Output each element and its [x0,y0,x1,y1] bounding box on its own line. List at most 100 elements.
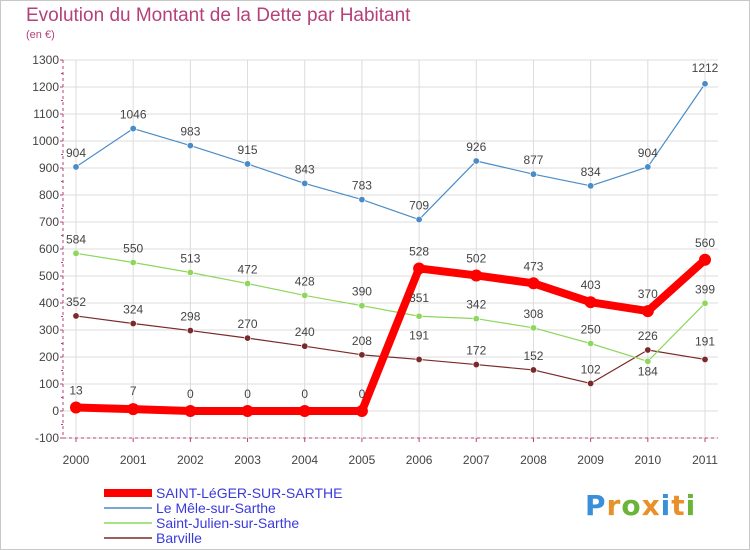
series-point [413,262,426,275]
data-label: 0 [244,387,251,401]
data-label: 0 [187,387,194,401]
data-label: 226 [638,329,658,343]
series-point [72,249,80,257]
data-label: 428 [295,274,315,288]
series-point [527,277,540,290]
data-label: 191 [409,328,429,342]
y-tick-label: 400 [39,296,59,310]
data-label: 270 [238,317,258,331]
data-label: 502 [466,251,486,265]
data-label: 915 [238,143,258,157]
series-point [358,302,366,310]
series-point [129,258,137,266]
data-label: 473 [523,259,543,273]
data-label: 904 [66,146,86,160]
series-point [415,355,423,363]
series-point [244,280,252,288]
data-label: 1046 [120,108,147,122]
data-label: 904 [638,146,658,160]
y-tick-label: 1100 [33,107,59,121]
data-label: 513 [180,251,200,265]
series-point [472,157,480,165]
proxiti-logo: Proxiti [585,489,696,522]
series-point [587,379,595,387]
data-label: 983 [180,125,200,139]
logo-letter: o [621,489,642,522]
y-tick-label: 1300 [32,53,59,67]
logo-letter: t [671,489,686,522]
series-point [355,405,368,417]
series-point [298,405,311,417]
data-label: 208 [352,334,372,348]
series-point [415,216,423,224]
data-label: 834 [581,165,601,179]
series-point [127,403,140,416]
logo-letter: i [660,489,672,522]
data-label: 926 [466,140,486,154]
logo-letter: r [606,489,622,522]
series-point [301,291,309,299]
x-tick-label: 2004 [291,453,318,467]
series-point [587,339,595,347]
chart-title: Evolution du Montant de la Dette par Hab… [26,5,411,26]
series-point [186,142,194,150]
y-tick-label: 100 [39,377,59,391]
series-point [186,268,194,276]
data-label: 250 [581,323,601,337]
axes: -100010020030040050060070080090010001100… [32,53,718,467]
series-point [470,269,483,282]
data-label: 152 [523,349,543,363]
y-tick-label: 300 [39,323,59,337]
data-label: 7 [130,384,137,398]
series-point [241,405,254,417]
series-point [472,315,480,323]
series-point [584,296,597,309]
y-tick-label: -100 [35,431,59,445]
data-label: 184 [638,364,658,378]
series-point [358,351,366,359]
series-point [472,361,480,369]
data-label: 351 [409,291,429,305]
legend-label: Le Mêle-sur-Sarthe [156,500,276,516]
series-line-3 [75,315,706,385]
data-label: 843 [295,162,315,176]
y-tick-label: 1000 [32,134,59,148]
logo-letter: P [585,489,607,522]
series-point [529,170,537,178]
x-tick-label: 2006 [406,453,433,467]
data-label: 342 [466,298,486,312]
x-tick-label: 2009 [577,453,604,467]
chart-subtitle: (en €) [26,29,55,41]
logo-letter: x [641,489,661,522]
data-label: 783 [352,179,372,193]
legend-label: Saint-Julien-sur-Sarthe [156,515,299,531]
series-point [70,401,82,414]
data-label: 0 [359,387,366,401]
data-label: 472 [238,263,258,277]
series-line-0 [72,255,709,415]
y-tick-label: 500 [39,269,59,283]
data-label: 172 [466,344,486,358]
data-label: 324 [123,303,143,317]
series-line-1 [75,83,706,221]
data-label: 0 [301,387,308,401]
data-label: 528 [409,244,429,258]
data-label: 240 [295,325,315,339]
data-label: 877 [523,153,543,167]
x-tick-label: 2002 [177,453,204,467]
series-point [644,163,652,171]
series-point [415,312,423,320]
x-tick-label: 2003 [234,453,261,467]
grid [63,59,718,439]
x-tick-label: 2011 [692,453,718,467]
data-label: 13 [69,383,83,397]
series-point [529,366,537,374]
legend-label: SAINT-LéGER-SUR-SARTHE [156,486,342,501]
y-tick-label: 700 [39,215,59,229]
series-lines [70,80,711,417]
data-label: 191 [695,334,715,348]
data-label: 560 [695,236,715,250]
data-label: 298 [180,310,200,324]
